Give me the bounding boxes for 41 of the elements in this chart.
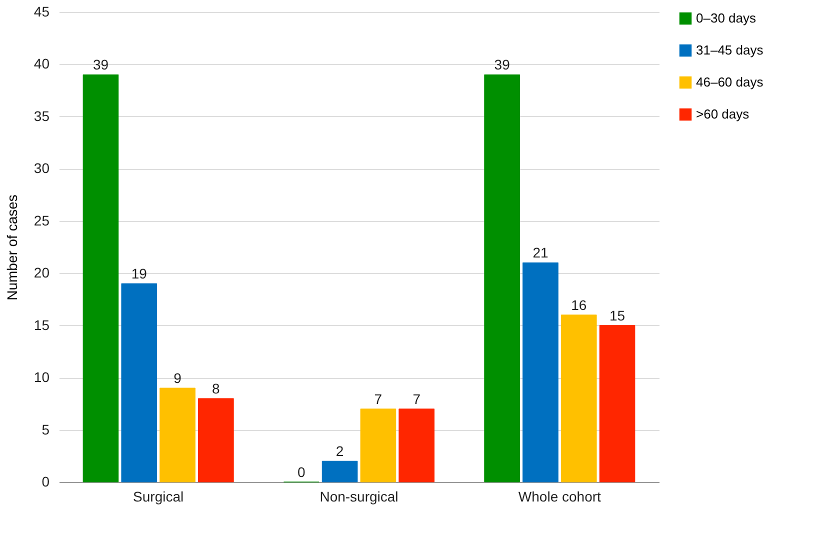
bar: [198, 398, 234, 482]
data-label: 7: [412, 390, 421, 407]
data-label: 39: [494, 56, 510, 73]
y-axis-title: Number of cases: [4, 194, 20, 300]
y-tick-label: 10: [34, 369, 50, 386]
bar: [160, 388, 196, 482]
bar: [560, 314, 597, 482]
data-label: 0: [298, 464, 306, 480]
x-tick-label: Whole cohort: [518, 488, 602, 504]
bar: [322, 460, 358, 482]
y-tick-label: 20: [34, 264, 50, 281]
legend-label: 46–60 days: [696, 74, 764, 90]
data-label: 16: [571, 296, 587, 313]
bar: [484, 74, 520, 482]
bar: [82, 74, 119, 482]
y-tick-label: 45: [34, 4, 50, 20]
bar: [121, 283, 158, 482]
y-tick-label: 40: [34, 56, 50, 72]
bar: [522, 262, 558, 482]
data-label: 15: [609, 307, 626, 324]
data-label: 21: [532, 244, 548, 261]
data-label: 2: [336, 443, 344, 460]
data-label: 19: [131, 266, 148, 282]
y-tick-label: 15: [34, 316, 50, 333]
x-tick-label: Non-surgical: [320, 488, 398, 504]
data-label: 9: [174, 370, 182, 386]
data-label: 39: [92, 56, 109, 73]
data-label: 8: [212, 380, 220, 396]
legend-label: 0–30 days: [696, 10, 756, 26]
bar: [398, 408, 434, 482]
legend-label: >60 days: [696, 106, 750, 122]
bar: [599, 325, 636, 482]
y-tick-label: 30: [34, 160, 50, 176]
bar: [360, 408, 396, 482]
y-tick-label: 25: [34, 212, 50, 228]
y-tick-label: 5: [42, 421, 50, 438]
x-tick-label: Surgical: [133, 488, 184, 504]
y-tick-label: 0: [42, 474, 50, 490]
legend-label: 31–45 days: [696, 42, 764, 58]
data-label: 7: [374, 390, 382, 407]
y-tick-label: 35: [34, 108, 50, 124]
